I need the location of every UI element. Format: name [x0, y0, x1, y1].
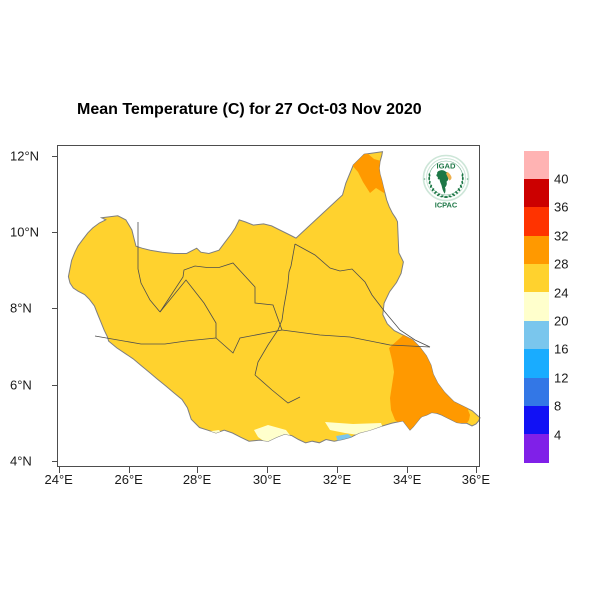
svg-text:IGAD: IGAD — [437, 162, 457, 171]
svg-text:ICPAC: ICPAC — [435, 201, 458, 210]
